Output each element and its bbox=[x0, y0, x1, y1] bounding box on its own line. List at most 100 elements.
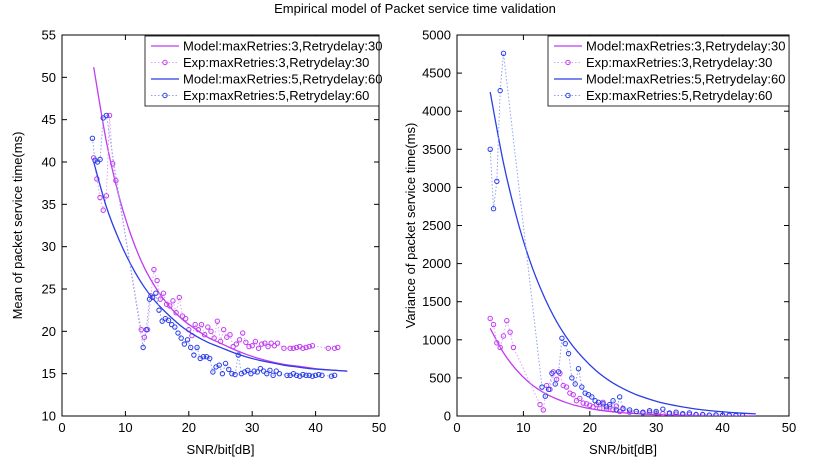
mean-series-exp-maxretries-3-retrydelay-30-point bbox=[239, 330, 246, 336]
mean-series-exp-maxretries-3-retrydelay-30-point bbox=[157, 296, 163, 302]
variance-legend-box bbox=[547, 35, 790, 107]
variance-series-exp-maxretries-5-retrydelay-60-point bbox=[733, 412, 739, 416]
mean-series-exp-maxretries-3-retrydelay-30-point bbox=[249, 343, 255, 349]
mean-legend-marker bbox=[162, 59, 168, 66]
variance-ytick-label: 0 bbox=[444, 409, 451, 424]
variance-series-exp-maxretries-3-retrydelay-30-point bbox=[607, 404, 613, 410]
variance-series-exp-maxretries-5-retrydelay-60-point bbox=[579, 384, 585, 390]
mean-xtick-label: 10 bbox=[118, 420, 132, 435]
mean-series-exp-maxretries-5-retrydelay-60-point bbox=[210, 369, 216, 375]
mean-series-exp-maxretries-3-retrydelay-30-point bbox=[303, 344, 309, 351]
mean-x-axis-label: SNR/bit[dB] bbox=[187, 442, 255, 457]
variance-series-exp-maxretries-3-retrydelay-30-point bbox=[580, 400, 586, 406]
mean-ytick-label: 20 bbox=[42, 324, 56, 339]
mean-series-exp-maxretries-5-retrydelay-60-point bbox=[97, 156, 103, 163]
variance-series-exp-maxretries-5-retrydelay-60-point bbox=[542, 393, 549, 399]
mean-series-exp-maxretries-3-retrydelay-30-point bbox=[271, 343, 278, 349]
variance-legend-label: Model:maxRetries:5,Retrydelay:60 bbox=[586, 72, 785, 87]
mean-series-exp-maxretries-3-retrydelay-30-point bbox=[290, 345, 297, 351]
mean-series-exp-maxretries-3-retrydelay-30-point bbox=[100, 207, 106, 213]
variance-series-exp-maxretries-5-retrydelay-60-point bbox=[569, 375, 575, 381]
variance-series-exp-maxretries-3-retrydelay-30-point bbox=[570, 391, 576, 398]
mean-series-exp-maxretries-3-retrydelay-30-point bbox=[167, 303, 173, 309]
mean-ytick-label: 15 bbox=[42, 366, 56, 381]
variance-series-exp-maxretries-5-retrydelay-60-point bbox=[646, 407, 653, 414]
mean-ytick-label: 55 bbox=[42, 28, 56, 43]
mean-series-exp-maxretries-3-retrydelay-30-dotted-line bbox=[93, 115, 338, 350]
mean-series-exp-maxretries-3-retrydelay-30-point bbox=[259, 341, 265, 347]
mean-series-exp-maxretries-3-retrydelay-30-point bbox=[335, 344, 341, 351]
variance-series-exp-maxretries-5-retrydelay-60-point bbox=[490, 206, 497, 212]
mean-series-exp-maxretries-3-retrydelay-30-point bbox=[208, 328, 214, 335]
variance-series-exp-maxretries-5-retrydelay-60-point bbox=[500, 50, 507, 56]
variance-series-exp-maxretries-5-retrydelay-60-point bbox=[686, 410, 693, 416]
mean-series-exp-maxretries-3-retrydelay-30-point bbox=[252, 338, 259, 345]
mean-series-exp-maxretries-5-retrydelay-60-point bbox=[159, 318, 165, 324]
mean-ytick-label: 45 bbox=[42, 112, 56, 127]
mean-series-exp-maxretries-3-retrydelay-30-point bbox=[91, 155, 97, 161]
mean-series-exp-maxretries-3-retrydelay-30-point bbox=[236, 337, 243, 343]
mean-series-exp-maxretries-5-retrydelay-60-point bbox=[270, 372, 276, 379]
mean-series-exp-maxretries-3-retrydelay-30-point bbox=[113, 177, 119, 184]
mean-chart: 0 10 20 30 40 5010152025303540455055SNR/bit[d… bbox=[10, 28, 386, 458]
variance-series-exp-maxretries-3-retrydelay-30-point bbox=[497, 344, 503, 351]
variance-series-exp-maxretries-3-retrydelay-30-point bbox=[500, 333, 507, 339]
mean-legend-label: Exp:maxRetries:5,Retrydelay:60 bbox=[183, 88, 369, 103]
mean-legend-box bbox=[144, 35, 380, 107]
mean-series-exp-maxretries-5-retrydelay-60-point bbox=[103, 112, 110, 119]
mean-series-exp-maxretries-5-retrydelay-60-point bbox=[219, 370, 226, 377]
mean-series-exp-maxretries-5-retrydelay-60-point bbox=[331, 372, 338, 379]
mean-series-exp-maxretries-3-retrydelay-30-point bbox=[198, 321, 205, 328]
mean-series-exp-maxretries-3-retrydelay-30-point bbox=[217, 338, 224, 345]
mean-series-exp-maxretries-5-retrydelay-60-point bbox=[216, 362, 222, 368]
mean-series-exp-maxretries-5-retrydelay-60-point bbox=[303, 372, 309, 379]
variance-series-exp-maxretries-3-retrydelay-30-point bbox=[494, 340, 500, 346]
variance-series-exp-maxretries-5-retrydelay-60-point bbox=[616, 394, 623, 400]
variance-series-exp-maxretries-3-retrydelay-30-point bbox=[537, 401, 543, 408]
variance-ytick-label: 2000 bbox=[422, 256, 451, 271]
variance-series-exp-maxretries-5-retrydelay-60-point bbox=[666, 410, 673, 416]
mean-series-exp-maxretries-3-retrydelay-30-point bbox=[331, 345, 338, 351]
mean-series-exp-maxretries-3-retrydelay-30-point bbox=[179, 313, 186, 319]
mean-series-exp-maxretries-5-retrydelay-60-point bbox=[143, 326, 150, 333]
variance-series-exp-maxretries-5-retrydelay-60-point bbox=[575, 366, 582, 372]
mean-series-exp-maxretries-5-retrydelay-60-point bbox=[260, 368, 267, 374]
mean-series-exp-maxretries-3-retrydelay-30-point bbox=[309, 343, 316, 349]
variance-series-exp-maxretries-3-retrydelay-30-point bbox=[490, 321, 497, 328]
mean-series-exp-maxretries-5-retrydelay-60-point bbox=[188, 344, 194, 351]
mean-series-exp-maxretries-5-retrydelay-60-point bbox=[264, 370, 270, 377]
variance-series-exp-maxretries-5-retrydelay-60-point bbox=[726, 412, 732, 416]
mean-series-exp-maxretries-5-retrydelay-60-point bbox=[184, 337, 191, 343]
mean-ytick-label: 30 bbox=[42, 239, 56, 254]
mean-series-exp-maxretries-3-retrydelay-30-point bbox=[195, 326, 202, 333]
variance-series-exp-maxretries-5-retrydelay-60-point bbox=[706, 412, 713, 416]
mean-series-exp-maxretries-3-retrydelay-30-point bbox=[274, 340, 281, 346]
variance-series-exp-maxretries-5-retrydelay-60-point bbox=[559, 335, 565, 341]
mean-series-exp-maxretries-5-retrydelay-60-point bbox=[300, 371, 306, 378]
mean-series-exp-maxretries-5-retrydelay-60-point bbox=[328, 373, 335, 379]
variance-series-exp-maxretries-5-retrydelay-60-point bbox=[549, 370, 555, 377]
mean-series-exp-maxretries-3-retrydelay-30-point bbox=[230, 343, 236, 350]
variance-series-exp-maxretries-5-retrydelay-60-point bbox=[660, 406, 666, 412]
variance-series-exp-maxretries-5-retrydelay-60-point bbox=[539, 384, 545, 390]
variance-series-exp-maxretries-5-retrydelay-60-point bbox=[589, 394, 595, 400]
variance-series-exp-maxretries-5-retrydelay-60-point bbox=[555, 369, 562, 375]
variance-series-exp-maxretries-5-retrydelay-60-point bbox=[494, 178, 500, 185]
variance-legend: Model:maxRetries:3,Retrydelay:30Exp:maxR… bbox=[547, 35, 790, 107]
mean-series-exp-maxretries-5-retrydelay-60-point bbox=[312, 372, 319, 379]
mean-series-exp-maxretries-3-retrydelay-30-point bbox=[293, 344, 300, 351]
mean-xtick-label: 20 bbox=[182, 420, 196, 435]
mean-series-exp-maxretries-5-retrydelay-60-point bbox=[251, 368, 257, 374]
mean-y-axis-label: Mean of packet service time(ms) bbox=[10, 132, 25, 320]
mean-series-exp-maxretries-5-retrydelay-60-point bbox=[284, 372, 290, 379]
mean-series-exp-maxretries-5-retrydelay-60-point bbox=[293, 372, 300, 379]
variance-series-exp-maxretries-5-retrydelay-60-point bbox=[600, 401, 606, 407]
mean-series-exp-maxretries-3-retrydelay-30-point bbox=[227, 332, 233, 338]
variance-xtick-label: 20 bbox=[583, 420, 597, 435]
variance-series-exp-maxretries-3-retrydelay-30-point bbox=[487, 315, 493, 322]
variance-legend-marker bbox=[565, 92, 571, 99]
variance-series-exp-maxretries-5-retrydelay-60-point bbox=[607, 401, 613, 408]
mean-series-exp-maxretries-3-retrydelay-30-point bbox=[220, 326, 227, 333]
variance-series-exp-maxretries-5-retrydelay-60-point bbox=[595, 399, 602, 405]
